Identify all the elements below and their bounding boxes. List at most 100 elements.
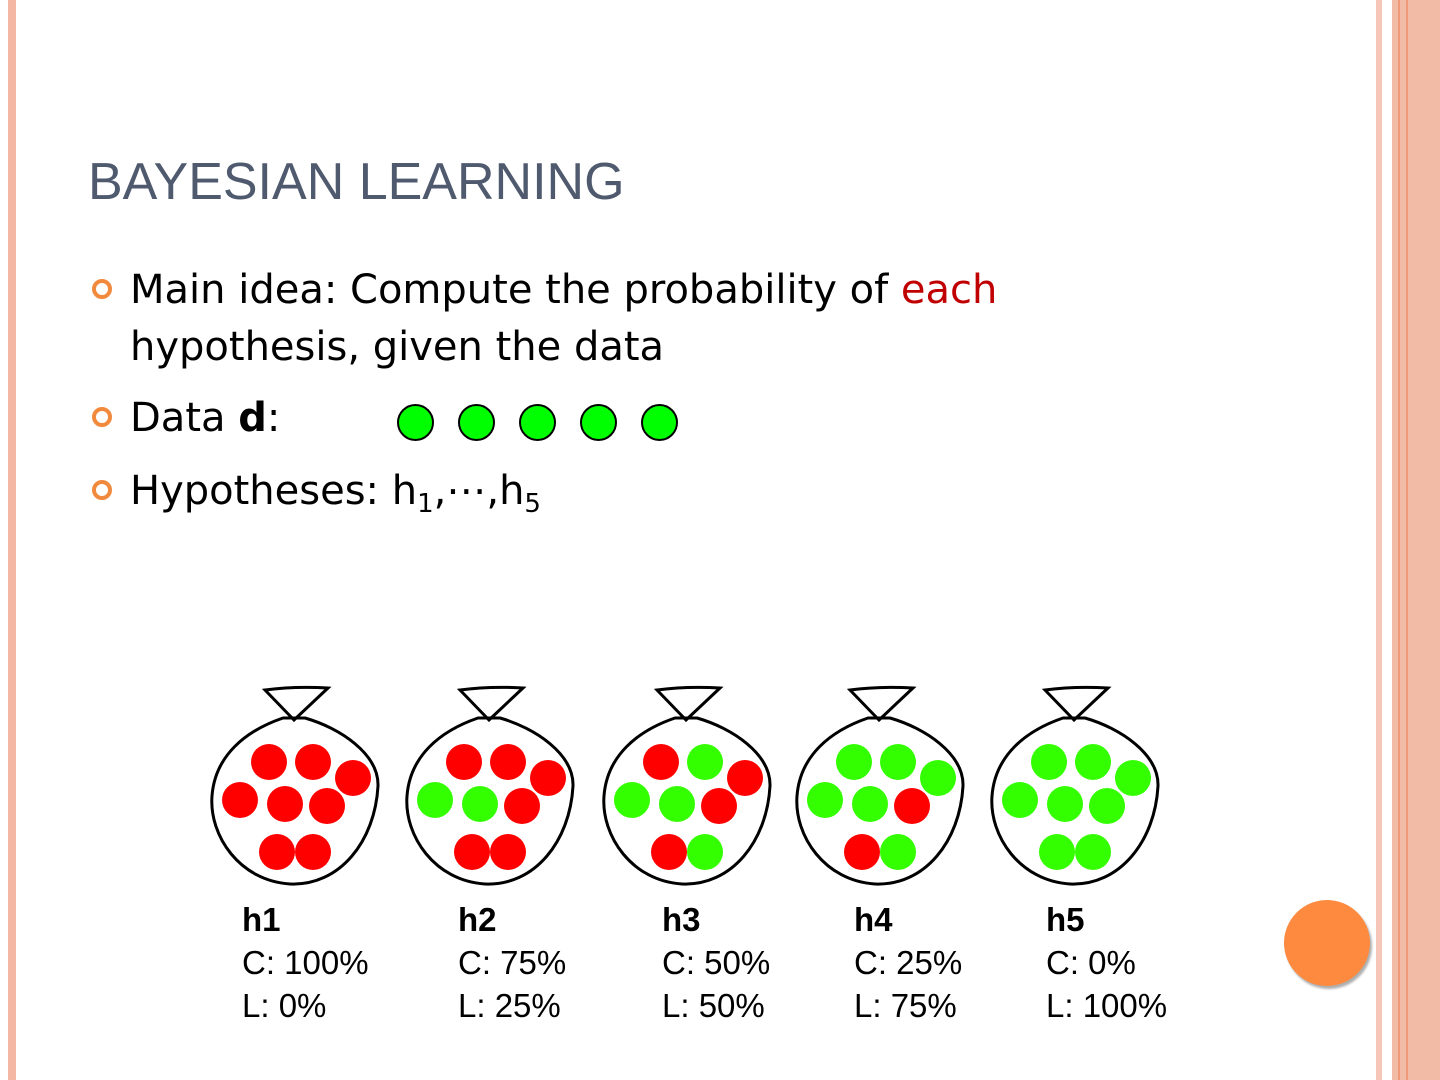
lime-candy-icon (880, 834, 916, 870)
cherry-candy-icon (267, 786, 303, 822)
bag-knot (653, 685, 724, 723)
cherry-candy-icon (490, 744, 526, 780)
lime-candy-icon (920, 760, 956, 796)
bullet-circle-icon (92, 407, 112, 427)
cherry-percent: C: 50% (662, 944, 771, 981)
lime-percent: L: 100% (1046, 987, 1168, 1024)
cherry-candy-icon (727, 760, 763, 796)
cherry-candy-icon (504, 788, 540, 824)
cherry-candy-icon (894, 788, 930, 824)
cherry-candy-icon (259, 834, 295, 870)
candy-bags-illustration (210, 685, 1160, 886)
lime-candy-icon (614, 782, 650, 818)
hypothesis-label-h2: h2 C: 75% L: 25% (458, 898, 566, 1027)
bullet-list: Main idea: Compute the probability of ea… (88, 262, 1088, 533)
cherry-candy-icon (251, 744, 287, 780)
right-border-stripe (1376, 0, 1382, 1080)
cherry-candy-icon (446, 744, 482, 780)
hypothesis-label-h1: h1 C: 100% L: 0% (242, 898, 369, 1027)
bag-knot (1041, 685, 1112, 723)
cherry-percent: C: 100% (242, 944, 369, 981)
cherry-candy-icon (295, 834, 331, 870)
highlight-each: each (900, 267, 998, 313)
bullet-data: Data d: (88, 390, 1088, 447)
bullet-circle-icon (92, 279, 112, 299)
hypothesis-name: h3 (662, 901, 701, 938)
right-border-line (1398, 0, 1400, 1080)
main-idea-text: Main idea: Compute the probability of (130, 267, 901, 313)
slide-decoration-circle (1284, 900, 1370, 986)
cherry-candy-icon (454, 834, 490, 870)
candy-bag-h3 (602, 685, 772, 886)
hypothesis-name: h1 (242, 901, 281, 938)
lime-candy-icon (1047, 786, 1083, 822)
lime-percent: L: 0% (242, 987, 327, 1024)
lime-percent: L: 50% (662, 987, 765, 1024)
lime-candy-icon (1039, 834, 1075, 870)
cherry-candy-icon (530, 760, 566, 796)
cherry-candy-icon (701, 788, 737, 824)
data-label: Data (130, 395, 239, 441)
data-symbol: d (238, 395, 267, 441)
cherry-candy-icon (490, 834, 526, 870)
lime-candy-icon (397, 404, 435, 441)
bag-outline (405, 716, 575, 886)
lime-candy-icon (1089, 788, 1125, 824)
cherry-percent: C: 0% (1046, 944, 1136, 981)
lime-candy-icon (417, 782, 453, 818)
bag-knot (261, 685, 332, 723)
lime-candy-icon (659, 786, 695, 822)
lime-candy-icon (1031, 744, 1067, 780)
lime-candy-icon (807, 782, 843, 818)
lime-candy-icon (1115, 760, 1151, 796)
hypothesis-label-h5: h5 C: 0% L: 100% (1046, 898, 1167, 1027)
bullet-hypotheses: Hypotheses: h1,⋯,h5 (88, 463, 1088, 533)
right-border-line (1406, 0, 1408, 1080)
cherry-candy-icon (309, 788, 345, 824)
hypothesis-label-h3: h3 C: 50% L: 50% (662, 898, 770, 1027)
hypotheses-label: Hypotheses: h (130, 468, 418, 514)
bullet-main-idea: Main idea: Compute the probability of ea… (88, 262, 1088, 376)
hypothesis-name: h4 (854, 901, 893, 938)
candy-bag-h5 (990, 685, 1160, 886)
right-border-panel (1392, 0, 1440, 1080)
cherry-percent: C: 75% (458, 944, 567, 981)
lime-candy-icon (880, 744, 916, 780)
cherry-candy-icon (222, 782, 258, 818)
main-idea-text-continued: hypothesis, given the data (130, 324, 665, 370)
cherry-candy-icon (643, 744, 679, 780)
bullet-circle-icon (92, 480, 112, 500)
subscript-5: 5 (524, 489, 541, 519)
bag-outline (210, 716, 380, 886)
bag-knot (846, 685, 917, 723)
lime-candy-icon (641, 404, 679, 441)
lime-candy-icon (687, 834, 723, 870)
cherry-candy-icon (335, 760, 371, 796)
cherry-percent: C: 25% (854, 944, 963, 981)
lime-candy-icon (1075, 834, 1111, 870)
lime-candy-icon (580, 404, 618, 441)
lime-candy-icon (1002, 782, 1038, 818)
lime-candy-icon (687, 744, 723, 780)
cherry-candy-icon (651, 834, 687, 870)
candy-bag-h1 (210, 685, 380, 886)
hypothesis-name: h5 (1046, 901, 1085, 938)
lime-percent: L: 75% (854, 987, 957, 1024)
lime-candy-icon (519, 404, 557, 441)
lime-candy-icon (852, 786, 888, 822)
candy-bag-h4 (795, 685, 965, 886)
bag-outline (795, 716, 965, 886)
hypothesis-name: h2 (458, 901, 497, 938)
cherry-candy-icon (295, 744, 331, 780)
hypothesis-label-h4: h4 C: 25% L: 75% (854, 898, 962, 1027)
left-border-bar (8, 0, 16, 1080)
bag-knot (456, 685, 527, 723)
hypotheses-middle: ,⋯,h (433, 468, 525, 514)
lime-candy-icon (462, 786, 498, 822)
subscript-1: 1 (417, 489, 434, 519)
candy-bag-h2 (405, 685, 575, 886)
lime-candy-icon (458, 404, 496, 441)
data-colon: : (266, 395, 281, 441)
lime-candy-icon (836, 744, 872, 780)
bag-outline (602, 716, 772, 886)
